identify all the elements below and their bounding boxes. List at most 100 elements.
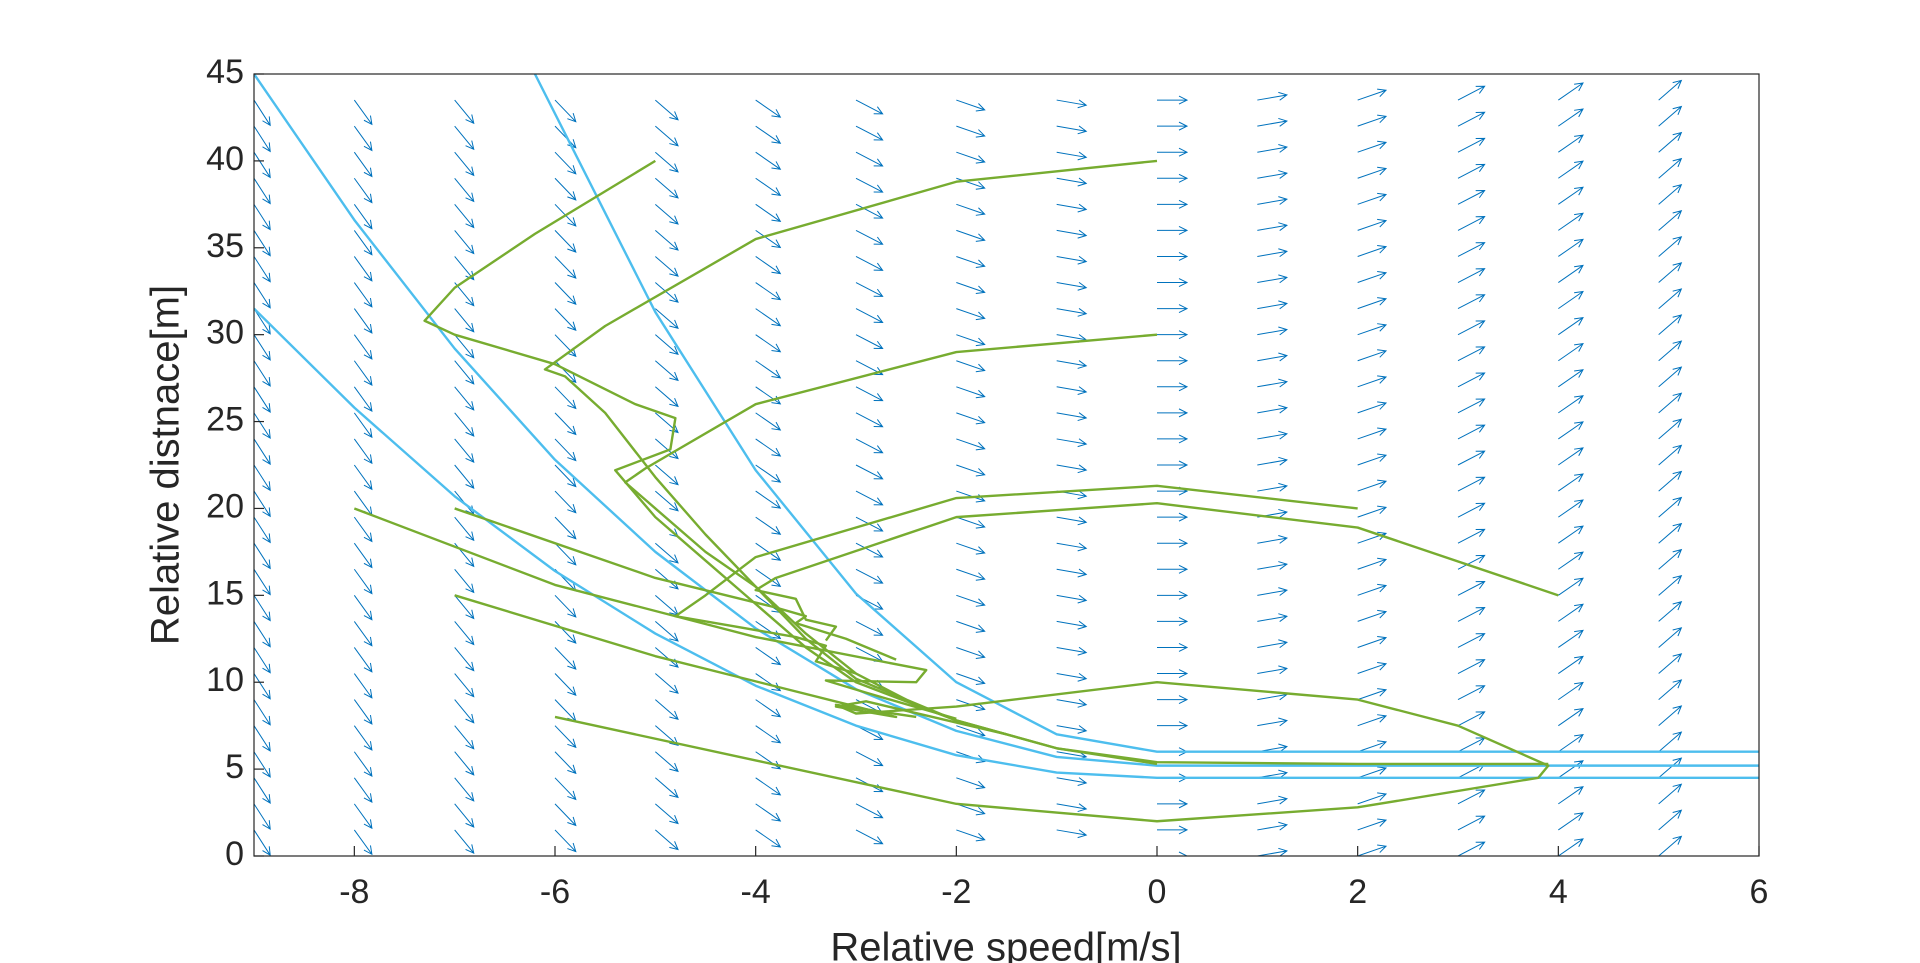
quiver-arrow <box>353 308 373 334</box>
quiver-arrow <box>353 360 373 386</box>
quiver-arrow <box>655 438 679 460</box>
quiver-arrow <box>1056 568 1088 578</box>
quiver-arrow <box>454 568 475 594</box>
quiver-arrow <box>855 464 884 480</box>
quiver-arrow <box>1157 408 1189 418</box>
quiver-arrow <box>1558 316 1584 336</box>
quiver-arrow <box>353 725 373 751</box>
quiver-arrow <box>1257 274 1288 284</box>
quiver-arrow <box>1457 633 1486 648</box>
quiver-arrow <box>655 386 679 408</box>
quiver-arrow <box>1157 225 1189 235</box>
quiver-arrow <box>956 646 986 659</box>
quiver-arrow <box>1056 281 1088 291</box>
quiver-arrow <box>353 777 373 804</box>
quiver-arrow <box>956 568 986 581</box>
quiver-arrow <box>1357 688 1388 701</box>
quiver-arrow <box>1658 627 1683 648</box>
quiver-arrow <box>956 620 986 633</box>
quiver-arrow <box>1257 535 1288 544</box>
quiver-arrow <box>1357 427 1388 440</box>
quiver-arrow <box>1056 516 1088 526</box>
quiver-arrow <box>1758 855 1759 856</box>
quiver-arrow <box>454 334 475 359</box>
quiver-arrow <box>254 725 271 752</box>
quiver-arrow <box>254 282 271 309</box>
quiver-arrow <box>1658 131 1683 153</box>
quiver-arrow <box>655 125 679 147</box>
quiver-arrow <box>655 360 679 382</box>
quiver-arrow <box>1157 460 1189 470</box>
quiver-arrow <box>454 673 475 698</box>
quiver-arrow <box>554 412 577 436</box>
quiver-arrow <box>1257 170 1288 179</box>
quiver-arrow <box>1758 177 1759 179</box>
quiver-arrow <box>755 568 782 587</box>
quiver-arrow <box>956 412 986 425</box>
quiver-arrow <box>1658 105 1683 127</box>
quiver-arrow <box>1157 512 1189 522</box>
y-axis-label: Relative distnace[m] <box>144 285 188 645</box>
quiver-arrow <box>254 230 271 257</box>
quiver-arrow <box>454 751 475 776</box>
quiver-arrow <box>655 464 679 486</box>
quiver-arrow <box>1257 222 1288 231</box>
quiver-arrow <box>655 621 679 642</box>
quiver-arrow <box>1357 818 1388 831</box>
quiver-arrow <box>755 829 782 848</box>
quiver-arrow <box>1357 323 1388 336</box>
quiver-arrow <box>353 412 373 439</box>
quiver-arrow <box>1056 672 1088 682</box>
quiver-arrow <box>1257 196 1288 205</box>
quiver-arrow <box>1457 137 1486 153</box>
quiver-arrow <box>1257 561 1288 570</box>
quiver-arrow <box>1658 210 1683 231</box>
quiver-arrow <box>956 829 986 842</box>
quiver-arrow <box>956 308 986 321</box>
quiver-arrow <box>1558 629 1584 648</box>
quiver-arrow <box>856 855 858 856</box>
y-tick-label: 45 <box>206 53 244 91</box>
quiver-arrow <box>554 438 577 462</box>
quiver-arrow <box>855 125 884 141</box>
quiver-arrow <box>1558 343 1584 362</box>
quiver-arrow <box>1658 548 1683 570</box>
quiver-arrow <box>855 438 884 454</box>
quiver-arrow <box>1558 525 1584 544</box>
quiver-arrow <box>655 803 679 825</box>
quiver-arrow <box>755 203 782 223</box>
quiver-arrow <box>1357 557 1388 570</box>
quiver-arrow <box>254 204 271 231</box>
quiver-arrow <box>353 699 373 725</box>
quiver-arrow <box>1056 255 1088 265</box>
quiver-arrow <box>1758 255 1759 257</box>
quiver-arrow <box>956 594 986 607</box>
quiver-arrow <box>1758 333 1759 335</box>
quiver-arrow <box>956 99 986 112</box>
quiver-arrow <box>1357 583 1388 596</box>
quiver-arrow <box>1257 326 1288 336</box>
quiver-arrow <box>1056 203 1088 213</box>
quiver-arrow <box>855 803 884 819</box>
quiver-arrow <box>1056 386 1088 395</box>
quiver-arrow <box>1257 482 1288 492</box>
quiver-arrow <box>254 621 271 648</box>
quiver-arrow <box>1357 714 1388 727</box>
quiver-arrow <box>1658 262 1683 283</box>
quiver-arrow <box>454 438 475 463</box>
y-tick-label: 20 <box>206 487 244 525</box>
quiver-arrow <box>1056 594 1088 604</box>
quiver-arrow <box>1157 199 1189 209</box>
quiver-arrow <box>855 177 884 193</box>
quiver-arrow <box>1257 639 1288 649</box>
quiver-arrow <box>1157 304 1189 314</box>
quiver-arrow <box>353 177 373 204</box>
quiver-arrow <box>855 490 884 506</box>
quiver-arrow <box>1457 815 1486 831</box>
quiver-arrow <box>1257 144 1288 153</box>
quiver-arrow <box>655 542 679 564</box>
quiver-arrow <box>1658 731 1683 753</box>
quiver-arrow <box>1558 681 1584 701</box>
